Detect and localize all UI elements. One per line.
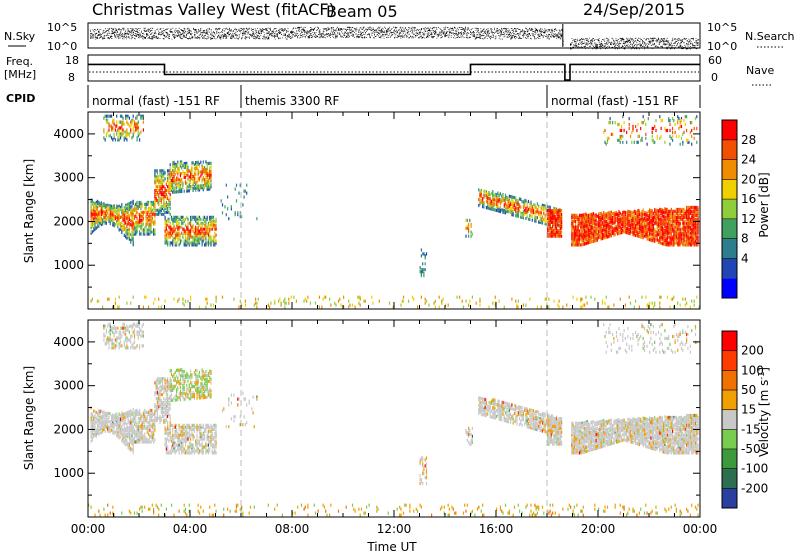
colorbar-swatch (722, 179, 737, 200)
x-tick-label: 04:00 (173, 522, 208, 536)
velocity-colorbar-label: Velocity [m s-1] (757, 367, 772, 457)
colorbar-swatch (722, 449, 737, 470)
x-tick-label: 20:00 (581, 522, 616, 536)
y-tick-label: 3000 (53, 171, 84, 185)
y-tick-label: 2000 (53, 422, 84, 436)
colorbar-tick: 12 (741, 212, 756, 226)
power-colorbar-label: Power [dB] (757, 172, 771, 237)
power-ylabel: Slant Range [km] (22, 159, 36, 263)
power-data (90, 114, 700, 309)
colorbar-swatch (722, 159, 737, 180)
colorbar-swatch (722, 278, 737, 299)
colorbar-tick: 20 (741, 172, 756, 186)
nave-tick-high: 60 (708, 54, 722, 67)
colorbar-tick: 50 (741, 383, 756, 397)
colorbar-tick: 8 (741, 232, 749, 246)
cpid-segment-label: themis 3300 RF (245, 94, 339, 108)
nsearch-tick-high: 10^5 (707, 21, 737, 34)
cpid-row: CPID normal (fast) -151 RF themis 3300 RF… (6, 85, 701, 108)
colorbar-swatch (722, 258, 737, 279)
nsky-points (90, 26, 699, 50)
nsky-tick-low: 10^0 (47, 40, 77, 53)
colorbar-swatch (722, 120, 737, 141)
freq-label-1: Freq. (6, 55, 33, 68)
radar-title: Christmas Valley West (fitACF) (92, 0, 335, 19)
colorbar-swatch (722, 350, 737, 371)
power-cells (90, 122, 699, 247)
colorbar-tick: -15 (741, 422, 761, 436)
cpid-label: CPID (6, 92, 35, 105)
nsky-tick-high: 10^5 (47, 21, 77, 34)
power-colorbar: 28 24 20 16 12 8 4 (721, 119, 756, 299)
cpid-segment-label: normal (fast) -151 RF (92, 94, 220, 108)
x-tick-label: 12:00 (377, 522, 412, 536)
colorbar-swatch (722, 238, 737, 259)
colorbar-tick: -200 (741, 481, 768, 495)
colorbar-swatch (722, 199, 737, 220)
freq-tick-low: 8 (68, 71, 75, 84)
y-tick-label: 4000 (53, 127, 84, 141)
y-tick-label: 3000 (53, 379, 84, 393)
nsky-data (90, 24, 699, 50)
velocity-panel: 4000 3000 2000 1000 00:00 04:00 08:00 12:00 16:… (22, 319, 772, 554)
y-tick-label: 4000 (53, 335, 84, 349)
colorbar-tick: 4 (741, 251, 749, 265)
y-tick-label: 2000 (53, 214, 84, 228)
nsearch-tick-low: 10^0 (707, 40, 737, 53)
colorbar-tick: 15 (741, 403, 756, 417)
colorbar-tick: 16 (741, 192, 756, 206)
x-axis-label: Time UT (366, 540, 417, 554)
beam-label: Beam 05 (326, 2, 398, 21)
colorbar-swatch (722, 390, 737, 411)
freq-strip: Freq. [MHz] 18 8 60 0 Nave (4, 54, 774, 86)
date-label: 24/Sep/2015 (583, 0, 685, 19)
nsearch-label: N.Search (745, 30, 795, 43)
x-tick-label: 00:00 (71, 522, 106, 536)
cpid-segment-label: normal (fast) -151 RF (551, 94, 679, 108)
colorbar-tick: 100 (741, 363, 764, 377)
colorbar-swatch (722, 488, 737, 509)
colorbar-tick: -100 (741, 462, 768, 476)
colorbar-swatch (722, 468, 737, 489)
velocity-cells (90, 322, 699, 486)
power-panel: 4000 3000 2000 1000 Slant Range [km] 28 24 20… (22, 111, 771, 310)
x-tick-label: 00:00 (683, 522, 718, 536)
power-cells (90, 120, 699, 309)
nsky-strip: N.Sky 10^5 10^0 10^5 10^0 N.Search (4, 21, 795, 53)
y-tick-label: 1000 (53, 258, 84, 272)
colorbar-tick: 24 (741, 153, 756, 167)
freq-label-2: [MHz] (4, 68, 36, 81)
colorbar-swatch (722, 429, 737, 450)
colorbar-swatch (722, 409, 737, 430)
frequency-line (88, 63, 700, 81)
velocity-data (88, 322, 699, 517)
velocity-ylabel: Slant Range [km] (22, 366, 36, 470)
colorbar-tick: 200 (741, 344, 764, 358)
colorbar-swatch (722, 139, 737, 161)
nsky-label: N.Sky (4, 30, 36, 43)
colorbar-tick: -50 (741, 442, 761, 456)
colorbar-swatch (722, 218, 737, 240)
nave-tick-low: 0 (711, 71, 718, 84)
y-tick-label: 1000 (53, 466, 84, 480)
nave-label: Nave (746, 64, 774, 77)
freq-tick-high: 18 (65, 54, 79, 67)
x-tick-label: 16:00 (479, 522, 514, 536)
colorbar-swatch (722, 370, 737, 391)
colorbar-swatch (722, 331, 737, 352)
colorbar-tick: 28 (741, 133, 756, 147)
x-tick-label: 08:00 (275, 522, 310, 536)
velocity-colorbar: 200 100 50 15 -15 -50 -100 -200 (721, 330, 768, 509)
